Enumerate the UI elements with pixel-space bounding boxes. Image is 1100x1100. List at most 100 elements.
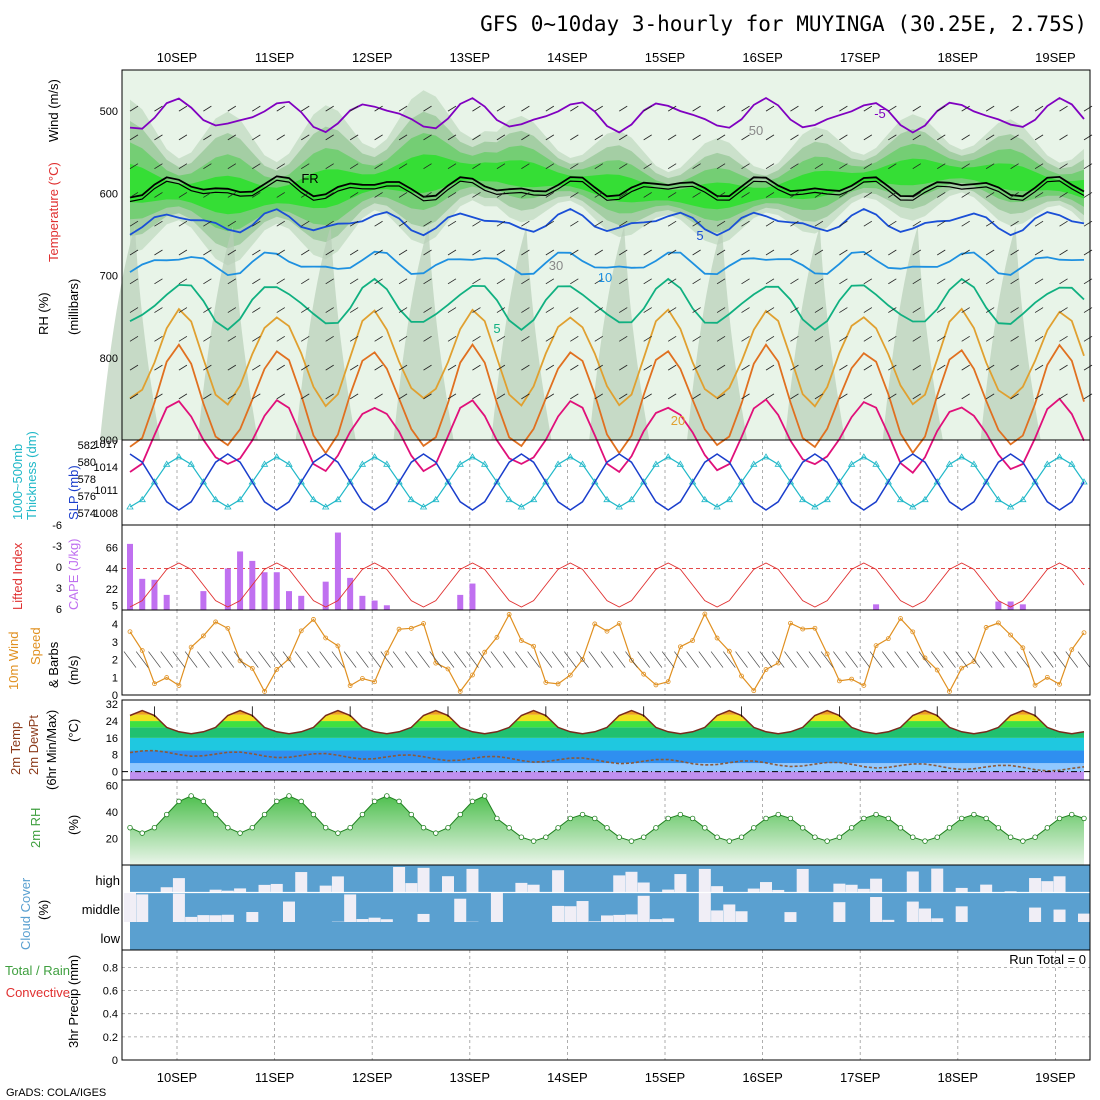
wind-barb	[447, 335, 457, 342]
rh2-marker	[677, 811, 684, 818]
wind-barb	[741, 134, 750, 141]
wind-barb	[203, 393, 212, 400]
wind10-barb	[319, 651, 332, 668]
cloud-bar	[393, 867, 406, 892]
cloud-bar	[283, 901, 295, 922]
wind-barb	[203, 134, 212, 141]
t2-tick-label: 16	[106, 733, 118, 745]
wind-barb	[423, 220, 432, 227]
wind-barb	[912, 278, 921, 285]
cloud-units-label: (%)	[36, 900, 51, 920]
wind-barb	[765, 307, 775, 313]
cloud-bar	[1053, 876, 1066, 892]
lifted-index-label: Lifted Index	[10, 542, 25, 610]
wind-barb	[839, 134, 848, 141]
wind-barb	[545, 278, 555, 285]
wind-barb	[643, 249, 652, 256]
wind-barb	[276, 335, 285, 342]
wind10-marker	[677, 644, 683, 650]
wind10-barb	[453, 651, 467, 668]
wind10-marker	[849, 676, 855, 682]
wind10-barb	[551, 651, 565, 668]
wind-barb	[178, 105, 188, 112]
wind-barb	[937, 134, 946, 141]
wind-barb	[839, 335, 848, 342]
wind10-marker	[152, 681, 157, 687]
wind-barb	[790, 249, 799, 256]
wind-barb	[961, 105, 970, 112]
rh2-marker	[322, 824, 329, 831]
wind-barb	[839, 393, 848, 400]
cloud-bar	[772, 889, 785, 892]
cloud-bar	[466, 868, 479, 892]
cape-bar	[995, 601, 1002, 610]
wind10-barb	[197, 651, 210, 668]
wind10-marker	[457, 689, 463, 694]
precip-units-label: 3hr Precip (mm)	[66, 955, 81, 1048]
thickness-marker	[224, 503, 232, 510]
wind-barb	[814, 163, 824, 170]
wind10-barb	[747, 651, 761, 668]
rh2-marker	[726, 838, 733, 844]
wind-barb	[814, 105, 824, 112]
cloud-bar	[1041, 881, 1054, 892]
wind-barb	[398, 393, 408, 400]
wind-barb	[716, 364, 726, 371]
thickness-marker	[285, 460, 293, 467]
wind10-barb	[221, 651, 235, 668]
thickness-marker	[1006, 503, 1015, 510]
wind-barb	[398, 364, 408, 371]
wind-barb	[1083, 393, 1093, 400]
cloud-bar	[711, 910, 724, 922]
wind10-marker	[139, 648, 145, 653]
date-label-top: 15SEP	[645, 50, 685, 65]
cape-bar	[237, 551, 244, 610]
wind-barb	[765, 134, 775, 141]
thickness-marker	[456, 460, 464, 467]
thickness-marker	[774, 460, 782, 467]
wind-barb	[252, 134, 261, 141]
wind-barb	[203, 335, 212, 342]
wind-barb	[325, 134, 334, 141]
rh2-marker	[555, 825, 561, 831]
cloud-bar	[221, 914, 234, 922]
t2-tick-label: 8	[112, 750, 118, 762]
wind-barb	[790, 393, 799, 400]
rh2-marker	[445, 824, 451, 831]
wind-barb	[888, 364, 897, 371]
wind10-barb	[490, 651, 504, 668]
wind10-barb	[123, 651, 137, 668]
wind10-barb	[502, 651, 516, 668]
wind-barb	[325, 105, 334, 112]
rh2-marker	[922, 838, 928, 844]
wind-barb	[594, 364, 603, 371]
cloud-bar	[723, 904, 736, 922]
wind-barb	[667, 307, 677, 313]
wind10-marker	[861, 683, 867, 688]
wind10-marker	[726, 648, 732, 654]
cloud-bar	[270, 883, 283, 892]
wind10-marker	[641, 671, 647, 677]
wind-barb	[276, 364, 285, 371]
cloud-bar	[870, 897, 883, 922]
cloud-bar	[955, 887, 968, 892]
wind-barb	[1059, 163, 1068, 170]
wind-barb	[961, 393, 970, 400]
wind-barb	[227, 307, 237, 313]
wind-barb	[423, 163, 432, 170]
wind-barb	[374, 220, 383, 227]
wind-barb	[1034, 105, 1044, 112]
wind-barb	[423, 105, 432, 112]
rh-pocket	[393, 226, 454, 440]
wind-barb	[692, 192, 701, 198]
wind-barb	[741, 105, 750, 112]
wind-barb	[716, 307, 726, 313]
wind-barb	[496, 249, 506, 256]
cloud-bar	[857, 888, 870, 892]
wind-barb	[1034, 364, 1044, 371]
rh2-marker	[335, 830, 341, 836]
wind10-barb	[135, 651, 149, 668]
wind10-marker	[176, 683, 182, 688]
wind-barb	[398, 134, 408, 141]
li-tick-label: -3	[52, 541, 62, 553]
